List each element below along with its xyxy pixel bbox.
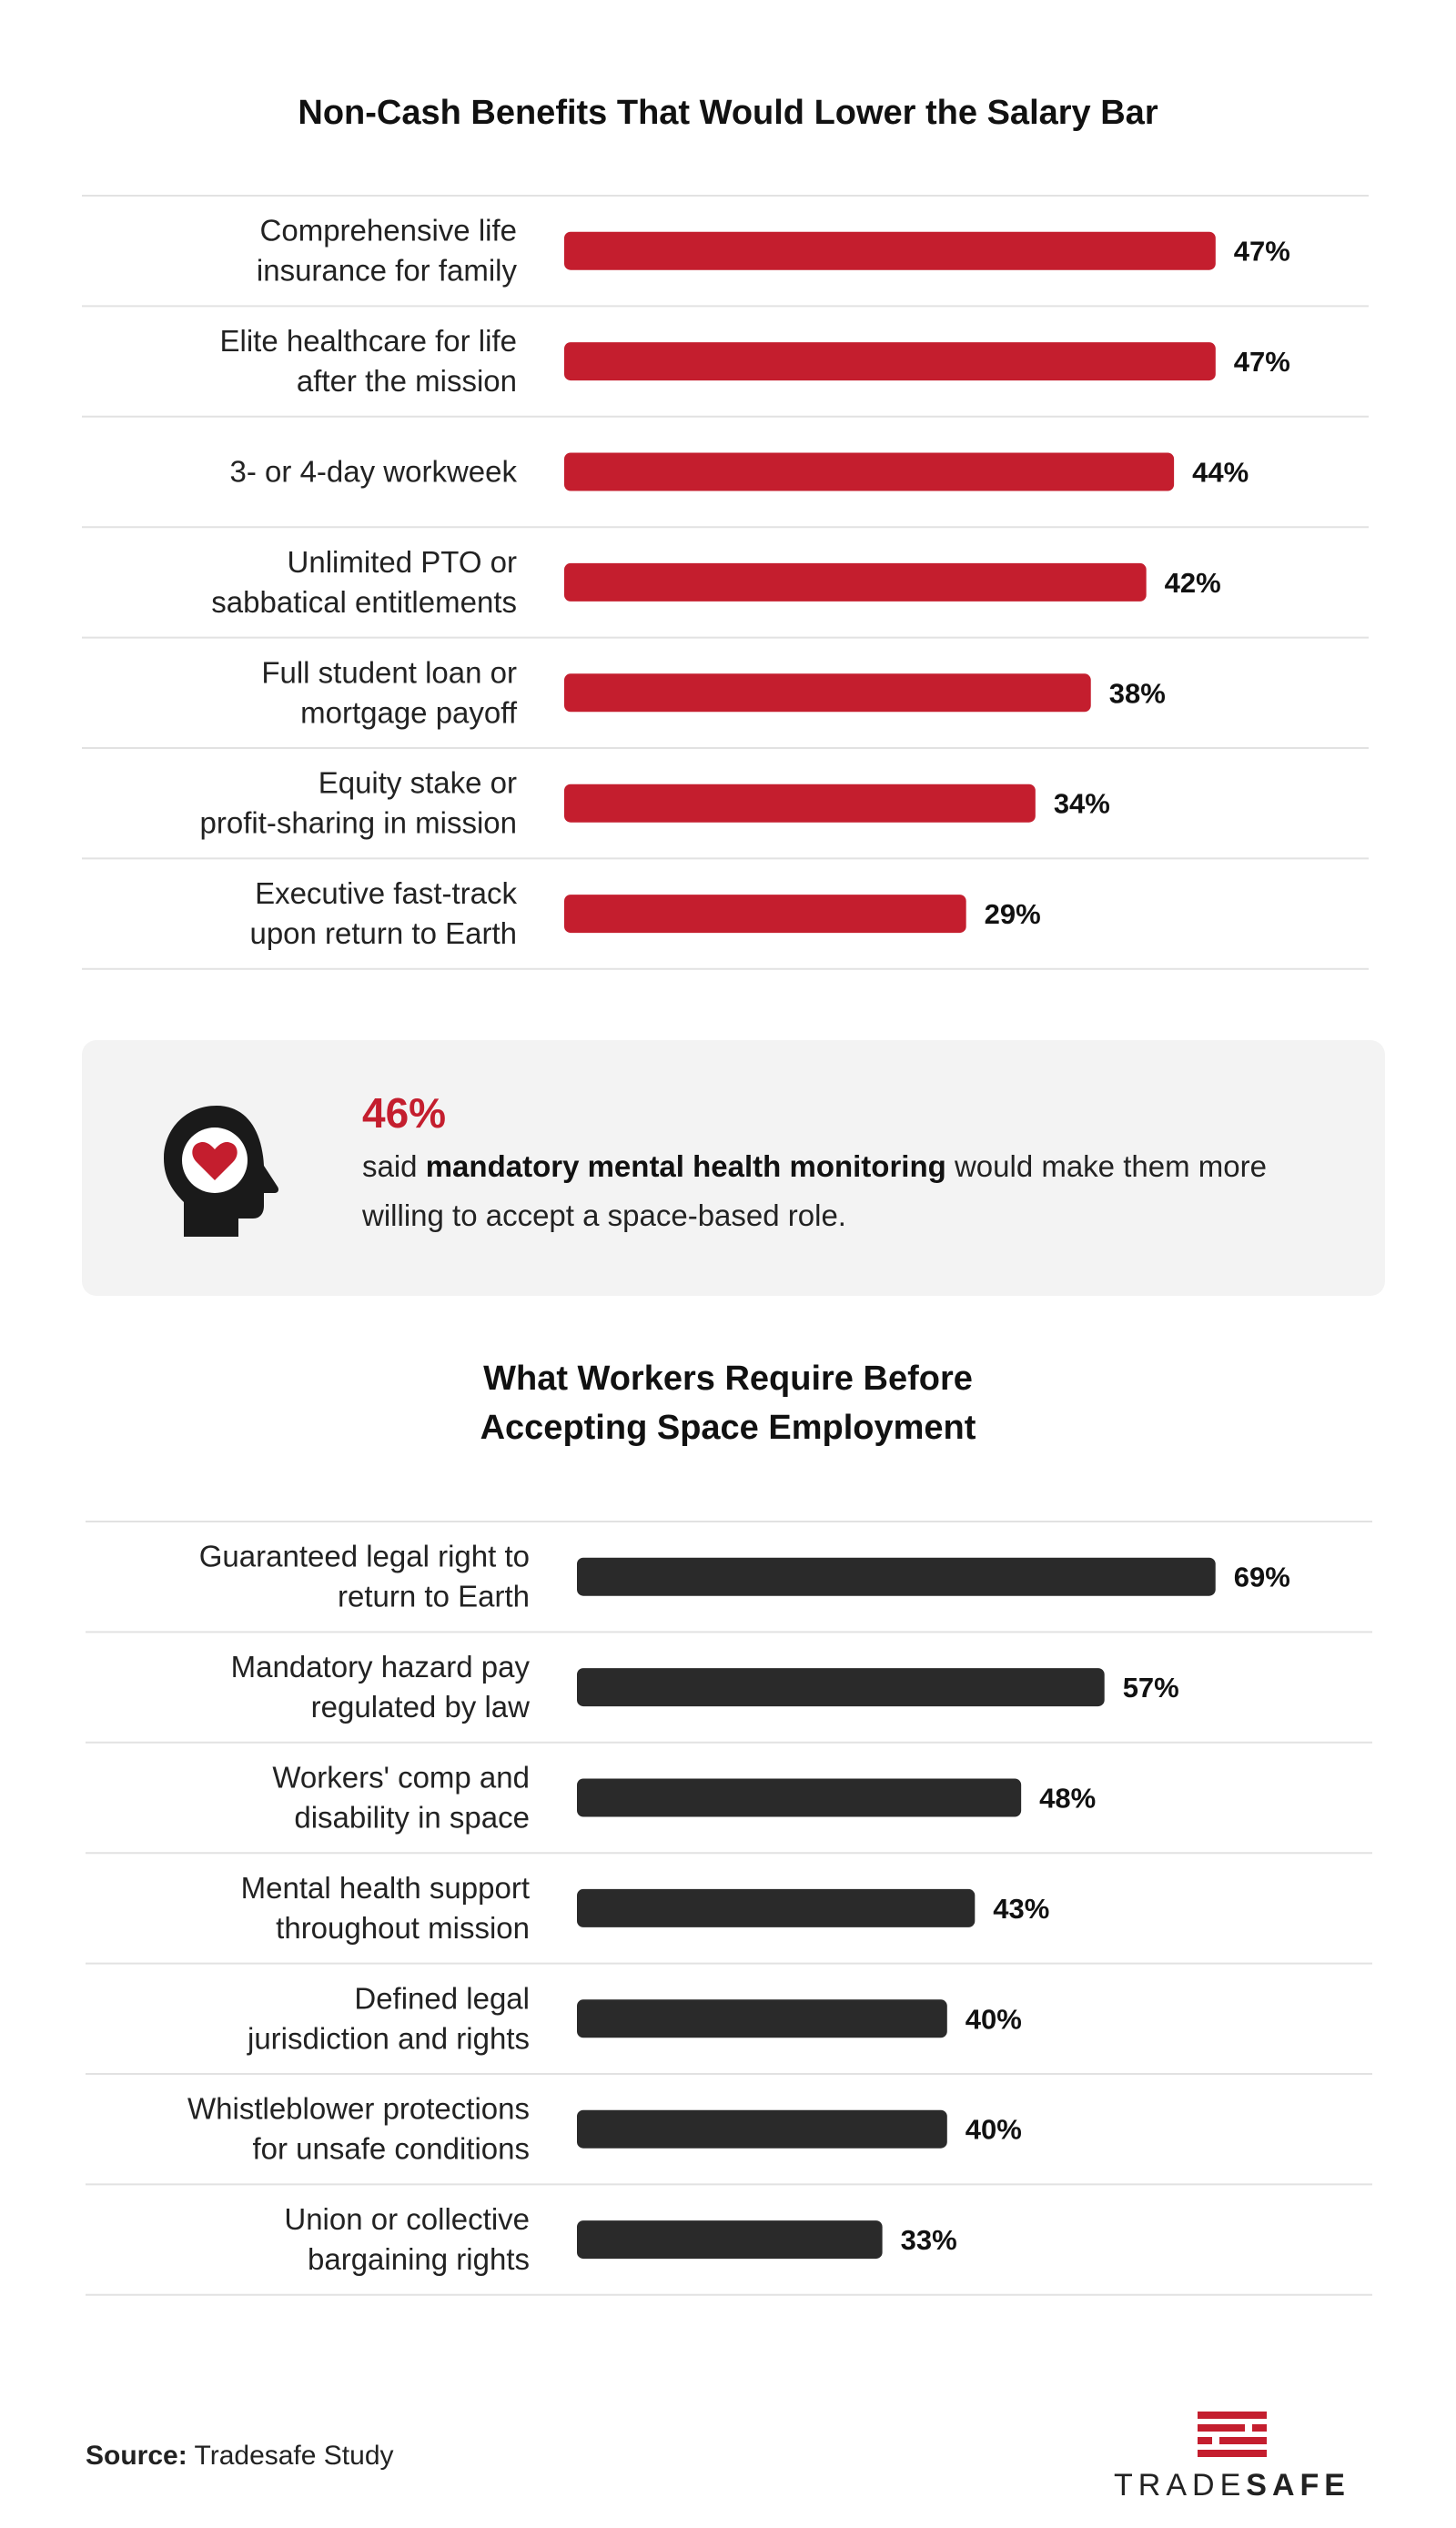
bar: [577, 1668, 1105, 1707]
value-label: 44%: [1192, 457, 1249, 489]
bar: [564, 562, 1147, 602]
category-label: Elite healthcare for life: [219, 324, 517, 358]
chart-benefits: Comprehensive life insurance for family 47…: [82, 195, 1374, 975]
tradesafe-logo: TRADESAFE: [1090, 2412, 1374, 2512]
category-label: Equity stake or: [318, 766, 517, 800]
category-label: for unsafe conditions: [252, 2132, 530, 2166]
value-label: 69%: [1234, 1562, 1290, 1593]
category-label: Full student loan or: [261, 655, 517, 689]
bar: [564, 231, 1216, 270]
bar: [577, 2109, 947, 2149]
source-label: Source:: [86, 2441, 187, 2471]
category-label: Unlimited PTO or: [288, 545, 517, 579]
value-label: 40%: [966, 2003, 1022, 2035]
value-label: 29%: [985, 898, 1041, 930]
chart-2-title-line-1: What Workers Require Before: [483, 1360, 973, 1398]
value-label: 57%: [1123, 1672, 1179, 1704]
callout-text-bold: mandatory mental health monitoring: [425, 1149, 946, 1183]
category-label: Workers' comp and: [272, 1761, 530, 1795]
category-label: mortgage payoff: [300, 695, 518, 729]
bar: [564, 895, 966, 934]
callout-text: said mandatory mental health monitoring …: [362, 1149, 1267, 1232]
chart-2-title-line-2: Accepting Space Employment: [480, 1409, 976, 1447]
chart-2-title: What Workers Require Before Accepting Sp…: [0, 1354, 1456, 1452]
bar: [577, 1888, 976, 1927]
category-label: Mandatory hazard pay: [231, 1650, 531, 1684]
category-label: disability in space: [294, 1801, 530, 1835]
category-label: throughout mission: [276, 1911, 530, 1945]
category-label: jurisdiction and rights: [247, 2021, 530, 2055]
category-label: insurance for family: [257, 254, 518, 288]
source-text: Tradesafe Study: [187, 2441, 394, 2471]
category-label: sabbatical entitlements: [211, 585, 517, 619]
source-note: Source: Tradesafe Study: [86, 2441, 394, 2472]
category-label: Comprehensive life: [260, 214, 517, 248]
value-label: 43%: [993, 1893, 1049, 1925]
value-label: 40%: [966, 2114, 1022, 2146]
chart-1-title: Non-Cash Benefits That Would Lower the S…: [298, 94, 1158, 132]
value-label: 48%: [1039, 1783, 1096, 1815]
head-heart-icon: [164, 1106, 278, 1237]
category-label: Union or collective: [284, 2202, 530, 2236]
callout-stat: 46%: [362, 1089, 447, 1137]
bar: [577, 1557, 1216, 1596]
bar: [564, 452, 1175, 491]
category-label: Guaranteed legal right to: [199, 1540, 530, 1573]
bar: [577, 2220, 883, 2260]
category-label: regulated by law: [311, 1690, 530, 1724]
category-label: Executive fast-track: [255, 876, 517, 910]
category-label: return to Earth: [338, 1580, 530, 1613]
value-label: 34%: [1054, 788, 1110, 820]
logo-wordmark: TRADESAFE: [1114, 2468, 1350, 2503]
category-label: profit-sharing in mission: [200, 806, 517, 840]
chart-benefits-svg: Comprehensive life insurance for family 47…: [82, 195, 1369, 970]
value-label: 38%: [1109, 677, 1166, 709]
value-label: 47%: [1234, 236, 1290, 268]
value-label: 47%: [1234, 346, 1290, 378]
callout-box: 46% said mandatory mental health monitor…: [82, 1040, 1385, 1296]
category-label: 3- or 4-day workweek: [230, 455, 518, 489]
category-label: bargaining rights: [308, 2242, 530, 2276]
category-label: after the mission: [297, 364, 517, 398]
category-label: Whistleblower protections: [187, 2092, 530, 2126]
bar: [564, 342, 1216, 381]
bar: [564, 673, 1091, 713]
category-label: Mental health support: [241, 1871, 530, 1905]
bar: [564, 784, 1036, 823]
category-label: Defined legal: [354, 1981, 530, 2015]
value-label: 42%: [1165, 567, 1221, 599]
bar: [577, 1999, 947, 2038]
bar: [577, 1778, 1022, 1817]
category-label: upon return to Earth: [249, 916, 517, 950]
value-label: 33%: [901, 2224, 957, 2256]
tradesafe-logo-mark-icon: [1198, 2412, 1267, 2457]
chart-requirements-svg: Guaranteed legal right to return to Earth…: [86, 1521, 1372, 2296]
chart-requirements: Guaranteed legal right to return to Earth…: [86, 1521, 1374, 2300]
